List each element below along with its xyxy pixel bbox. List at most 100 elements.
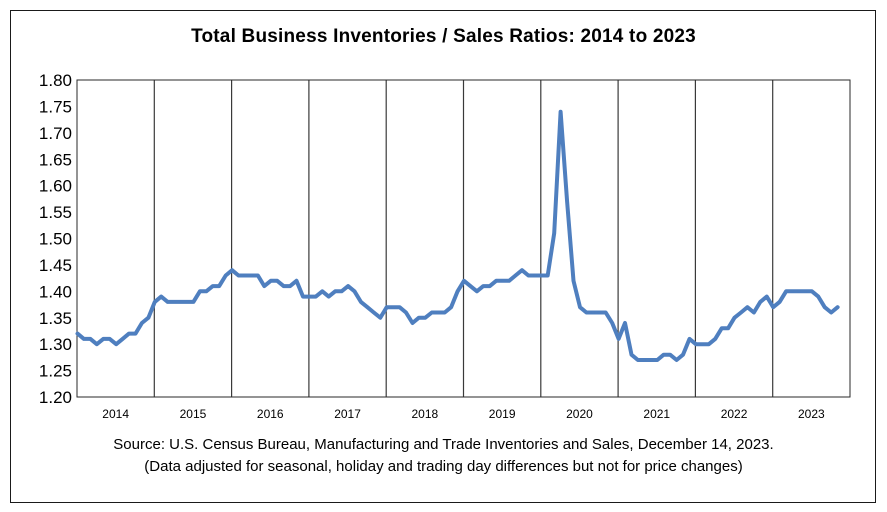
data-point	[443, 310, 447, 315]
data-point	[340, 289, 344, 293]
data-point	[88, 337, 92, 341]
data-point	[236, 273, 241, 278]
data-point	[591, 310, 595, 315]
source-line-1: Source: U.S. Census Bureau, Manufacturin…	[113, 436, 774, 453]
data-point	[385, 305, 389, 309]
chart-frame	[10, 10, 876, 503]
data-point	[713, 337, 717, 341]
data-point	[269, 279, 273, 283]
data-point	[127, 332, 131, 336]
data-point	[829, 310, 833, 315]
data-point	[314, 295, 318, 299]
data-point	[732, 316, 737, 320]
data-point	[423, 316, 427, 320]
data-point	[198, 289, 202, 293]
data-point	[378, 316, 382, 320]
y-tick-label: 1.55	[39, 203, 72, 222]
data-point	[359, 300, 363, 304]
data-point	[758, 300, 762, 304]
data-point	[752, 310, 756, 315]
data-point	[623, 321, 627, 325]
data-point	[578, 305, 582, 309]
data-point	[82, 337, 86, 341]
data-point	[571, 279, 576, 283]
data-point	[765, 295, 769, 299]
data-point	[700, 342, 704, 346]
data-point	[404, 310, 408, 315]
data-point	[185, 300, 189, 304]
data-point	[784, 289, 788, 293]
data-point	[301, 295, 305, 299]
data-point	[475, 289, 479, 293]
y-tick-label: 1.75	[39, 97, 72, 116]
y-tick-label: 1.65	[39, 150, 72, 169]
data-point	[327, 295, 331, 299]
data-point	[662, 353, 666, 357]
data-point	[146, 316, 150, 320]
data-point	[642, 358, 647, 362]
data-point	[108, 337, 112, 341]
y-tick-label: 1.40	[39, 282, 72, 301]
x-tick-label: 2017	[334, 407, 361, 421]
data-point	[745, 305, 750, 309]
y-tick-label: 1.35	[39, 309, 72, 328]
x-tick-label: 2021	[643, 407, 670, 421]
source-line-2: (Data adjusted for seasonal, holiday and…	[144, 458, 743, 475]
series-line	[75, 109, 840, 362]
data-point	[275, 279, 279, 283]
data-point	[810, 289, 814, 293]
x-axis-ticks: 2014 2015 2016 2017 2018 2019 2020 2021 2022 2023	[102, 407, 825, 421]
y-tick-label: 1.70	[39, 124, 72, 143]
data-points	[75, 110, 840, 362]
data-point	[352, 289, 357, 293]
data-point	[559, 110, 563, 114]
data-point	[391, 305, 395, 309]
data-point	[513, 273, 518, 278]
data-point	[430, 310, 434, 315]
data-point	[636, 358, 640, 362]
data-point	[398, 305, 402, 309]
data-point	[307, 295, 311, 299]
data-point	[243, 273, 247, 278]
data-point	[166, 300, 170, 304]
data-point	[617, 337, 621, 341]
data-point	[720, 326, 724, 330]
data-point	[365, 305, 369, 309]
data-point	[681, 353, 685, 357]
data-point	[256, 273, 260, 278]
data-point	[687, 337, 692, 341]
x-tick-label: 2023	[798, 407, 825, 421]
x-tick-label: 2019	[489, 407, 516, 421]
data-point	[552, 231, 556, 235]
data-point	[462, 279, 466, 283]
data-point	[211, 284, 215, 288]
data-point	[546, 273, 550, 278]
data-point	[610, 321, 614, 325]
data-point	[101, 337, 105, 341]
data-point	[417, 316, 421, 320]
y-tick-label: 1.60	[39, 177, 72, 196]
data-point	[75, 332, 80, 336]
x-tick-label: 2020	[566, 407, 593, 421]
data-point	[320, 289, 324, 293]
data-point	[449, 305, 453, 309]
data-point	[468, 284, 472, 288]
x-tick-label: 2016	[257, 407, 284, 421]
data-point	[604, 310, 608, 315]
x-tick-label: 2022	[721, 407, 748, 421]
y-tick-label: 1.80	[39, 71, 72, 90]
y-tick-label: 1.50	[39, 230, 72, 249]
data-point	[140, 321, 144, 325]
x-tick-label: 2015	[180, 407, 207, 421]
data-point	[121, 337, 125, 341]
data-point	[95, 342, 99, 346]
y-tick-label: 1.45	[39, 256, 72, 275]
data-point	[372, 310, 376, 315]
data-point	[629, 353, 634, 357]
data-point	[249, 273, 253, 278]
source-note: Source: U.S. Census Bureau, Manufacturin…	[0, 434, 887, 478]
data-point	[179, 300, 183, 304]
data-point	[410, 321, 415, 325]
data-point	[262, 284, 266, 288]
data-point	[133, 332, 138, 336]
